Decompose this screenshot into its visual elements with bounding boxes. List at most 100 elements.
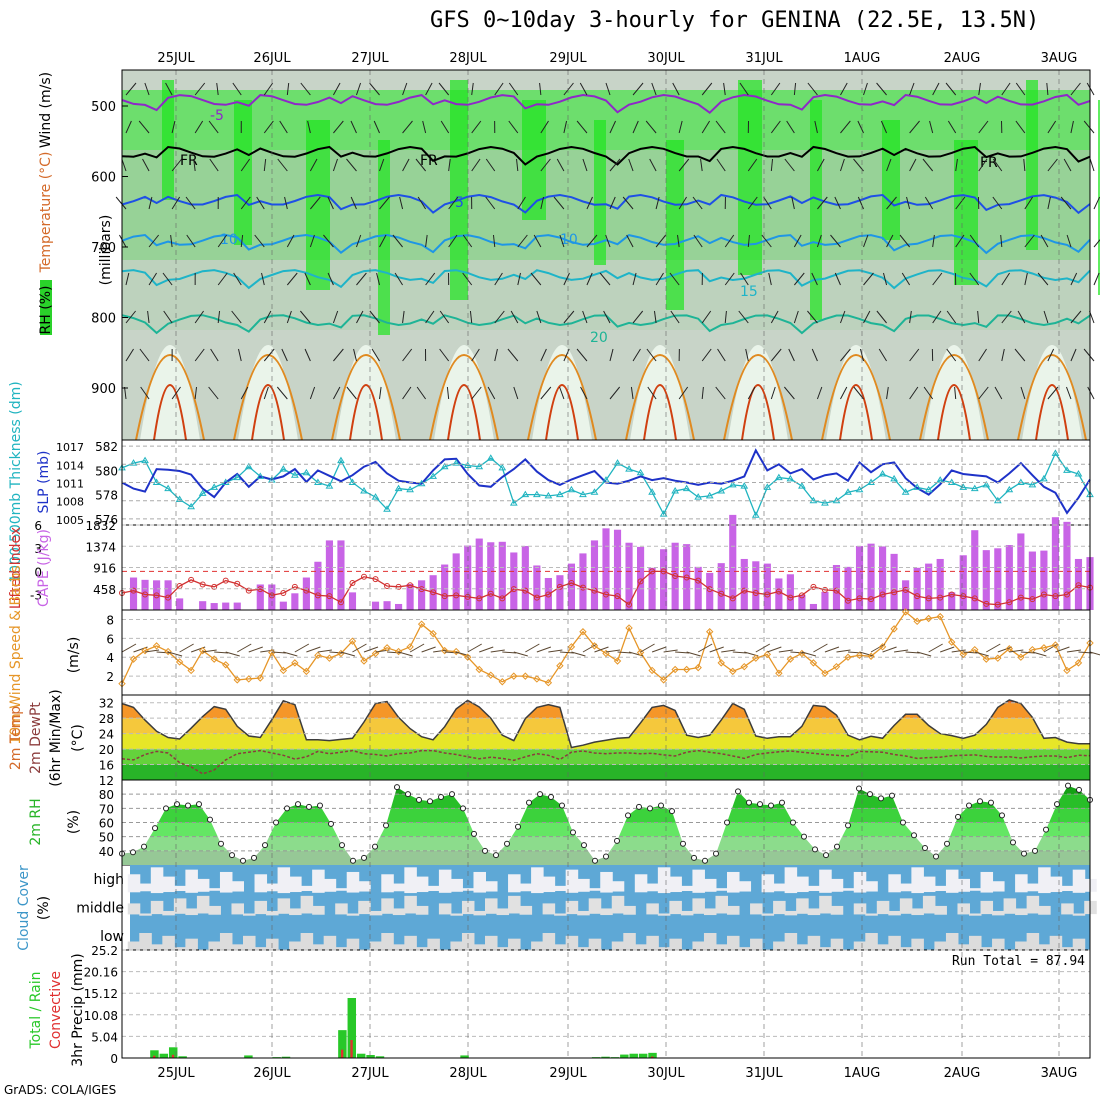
wind-barb: [394, 272, 403, 286]
wind-barb: [402, 348, 413, 362]
cloud-mid-cell: [542, 903, 556, 915]
date-label-bottom: 25JUL: [157, 1066, 195, 1081]
wind-barb: [715, 386, 726, 400]
wind-barb: [784, 158, 795, 172]
wind-barb: [409, 643, 425, 653]
thickness-point: [187, 502, 196, 510]
cloud-high-cell: [335, 888, 348, 891]
cloud-high-cell: [611, 881, 625, 892]
precip-conv-label: Convective: [48, 971, 64, 1049]
cloud-mid-cell: [600, 908, 613, 916]
wind-barb: [701, 82, 713, 96]
thickness-point: [429, 472, 438, 479]
li-point: [245, 587, 252, 594]
wind-barb: [144, 82, 150, 96]
rh-point: [812, 846, 818, 853]
thickness-point: [198, 489, 207, 496]
cloud-low-cell: [807, 935, 821, 950]
wind-barb: [955, 234, 965, 248]
wind-barb: [421, 646, 436, 653]
thickness-point: [763, 483, 772, 490]
li-point: [314, 592, 321, 599]
cloud-low-cell: [185, 938, 198, 950]
wind-barb: [422, 120, 427, 134]
wind-barb: [678, 158, 690, 172]
wind-barb: [300, 82, 311, 96]
wind-barb: [886, 158, 892, 172]
wind-barb: [739, 82, 749, 96]
wind-barb: [138, 120, 150, 134]
precip-axis-label: 3hr Precip (mm): [70, 953, 86, 1066]
cape-bar: [717, 563, 725, 610]
wind-barb: [373, 120, 380, 134]
cloud-mid-cell: [208, 905, 221, 915]
cloud-high-cell: [865, 881, 878, 892]
rh-point: [790, 819, 796, 826]
rh-point: [185, 802, 191, 809]
wind-barb: [1043, 643, 1059, 653]
wind-barb: [194, 386, 198, 400]
wind-barb: [559, 234, 565, 248]
wind-barb: [693, 234, 703, 248]
rh-point: [680, 840, 686, 847]
wind-barb: [576, 348, 588, 362]
li-point: [303, 587, 310, 594]
li-point: [937, 594, 944, 601]
wind-barb: [210, 348, 219, 362]
wind-barb: [651, 646, 667, 653]
precip-bar: [460, 1055, 469, 1058]
wind-barb: [882, 272, 888, 286]
cloud-mid-cell: [750, 903, 763, 915]
wind-barb: [327, 196, 334, 210]
rh-point: [1076, 786, 1082, 793]
date-label-top: 29JUL: [549, 51, 587, 66]
cloud-mid-cell: [876, 900, 890, 915]
wind-barb: [1093, 196, 1100, 210]
cape-bar: [567, 563, 576, 610]
wind-barb: [286, 310, 292, 324]
wind-barb: [582, 643, 598, 653]
thickness-point: [567, 485, 576, 493]
wind-barb: [193, 158, 196, 172]
wind-barb: [917, 651, 932, 657]
wind-barb: [379, 158, 385, 172]
wind-barb: [371, 348, 380, 362]
wind-barb: [955, 196, 966, 210]
cape-bar: [176, 598, 184, 610]
wind-barb: [446, 386, 450, 400]
wind-barb: [816, 158, 825, 172]
wind-barb: [1014, 348, 1026, 362]
thickness-point: [475, 462, 484, 470]
thickness-point: [786, 474, 795, 482]
li-point: [695, 577, 702, 584]
temp-contour-25: [821, 354, 891, 441]
rh-point: [163, 805, 169, 812]
date-label-bottom: 31JUL: [745, 1066, 783, 1081]
wind-barb: [309, 158, 318, 172]
wind-barb: [332, 386, 341, 400]
wind-speed-point: [302, 667, 311, 676]
wind-barb: [332, 82, 341, 96]
wind-barb: [840, 348, 851, 362]
cloud-mid-cell: [162, 910, 175, 916]
li-point: [914, 593, 921, 600]
rh-point: [515, 823, 521, 830]
li-point: [775, 588, 782, 595]
cloud-low-cell: [888, 935, 901, 950]
wind-barb: [1086, 82, 1095, 96]
li-point: [833, 587, 840, 594]
wind-barb: [216, 82, 219, 96]
y-tick-wind: 6: [106, 632, 114, 646]
wind-barb: [556, 158, 565, 172]
wind-barb: [582, 158, 588, 172]
wind-barb: [507, 348, 519, 362]
cape-bar: [832, 564, 841, 610]
rh-dry-dome: [1022, 345, 1082, 440]
wind-barb: [1070, 348, 1077, 362]
wind-barb: [171, 120, 176, 134]
wind-barb: [171, 386, 181, 400]
wind-barb: [309, 196, 321, 210]
wind-barb: [494, 272, 503, 286]
wind-barb: [675, 651, 690, 654]
wind-barb: [859, 651, 874, 657]
